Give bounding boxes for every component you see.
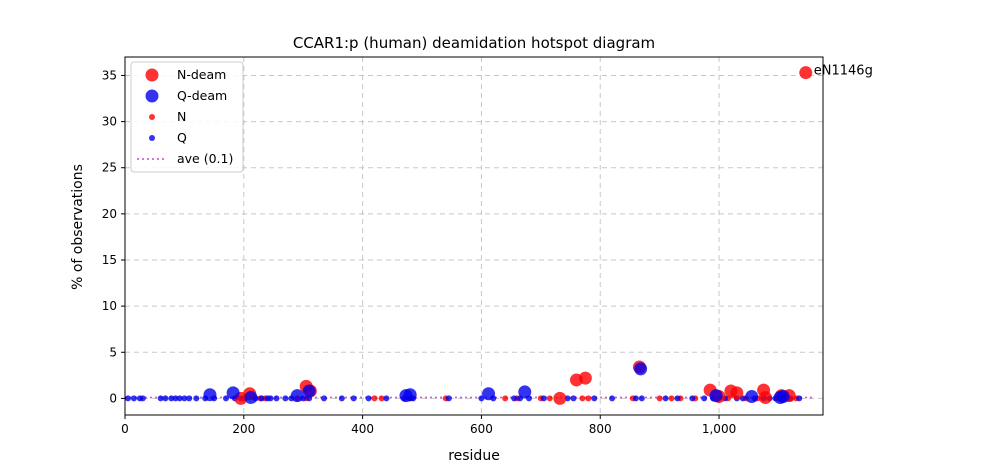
point-q xyxy=(383,395,390,402)
point-q xyxy=(168,395,175,402)
y-tick-label: 35 xyxy=(102,68,117,82)
point-q-deam xyxy=(226,386,240,400)
y-tick-label: 15 xyxy=(102,253,117,267)
point-n-deam xyxy=(730,386,744,400)
y-tick-label: 10 xyxy=(102,299,117,313)
point-q xyxy=(124,395,131,402)
point-q xyxy=(445,395,452,402)
point-q-deam xyxy=(518,385,532,399)
legend-marker xyxy=(145,68,159,82)
point-q xyxy=(181,395,188,402)
x-tick-label: 400 xyxy=(351,422,374,436)
point-q-deam xyxy=(776,390,790,404)
y-tick-label: 5 xyxy=(109,345,117,359)
point-q xyxy=(689,395,696,402)
point-n xyxy=(378,395,385,402)
point-q-deam xyxy=(244,390,258,404)
annotation-label: eN1146g xyxy=(814,64,873,79)
legend-label: N-deam xyxy=(177,67,226,82)
point-q xyxy=(540,395,547,402)
point-q xyxy=(365,395,372,402)
point-q xyxy=(130,395,137,402)
point-q xyxy=(609,395,616,402)
point-q xyxy=(139,395,146,402)
chart-title: CCAR1:p (human) deamidation hotspot diag… xyxy=(293,34,655,52)
point-q xyxy=(273,395,280,402)
point-q xyxy=(267,395,274,402)
point-q-deam xyxy=(709,389,723,403)
x-tick-label: 200 xyxy=(232,422,255,436)
point-q-deam xyxy=(482,387,496,401)
point-n-deam xyxy=(553,391,567,405)
legend-label: ave (0.1) xyxy=(177,151,233,166)
point-q-deam xyxy=(403,388,417,402)
point-q xyxy=(282,395,289,402)
point-q-deam xyxy=(634,362,648,376)
legend-marker xyxy=(149,114,155,120)
point-n-deam xyxy=(578,371,592,385)
point-q xyxy=(511,395,518,402)
point-n xyxy=(502,395,509,402)
point-q xyxy=(258,395,265,402)
y-tick-label: 25 xyxy=(102,161,117,175)
point-n xyxy=(579,395,586,402)
point-q-deam xyxy=(302,384,316,398)
point-n xyxy=(546,395,553,402)
point-q xyxy=(222,395,229,402)
x-axis-ticks: 0 200 400 600 800 1,000 xyxy=(121,415,736,436)
point-q xyxy=(662,395,669,402)
point-q xyxy=(172,395,179,402)
point-q xyxy=(638,395,645,402)
point-q xyxy=(674,395,681,402)
point-n-deam xyxy=(799,66,813,80)
x-axis-label: residue xyxy=(448,448,500,464)
y-axis-ticks: 0 5 10 15 20 25 30 35 xyxy=(102,68,125,405)
point-q xyxy=(591,395,598,402)
point-q xyxy=(701,395,708,402)
point-n xyxy=(656,395,663,402)
data-points xyxy=(124,66,813,405)
x-tick-label: 600 xyxy=(470,422,493,436)
point-q-deam xyxy=(745,390,759,404)
point-q xyxy=(350,395,357,402)
y-tick-label: 20 xyxy=(102,207,117,221)
point-n xyxy=(371,395,378,402)
point-q xyxy=(796,395,803,402)
y-tick-label: 0 xyxy=(109,391,117,405)
point-q xyxy=(176,395,183,402)
plot-frame xyxy=(124,56,824,416)
point-q xyxy=(162,395,169,402)
x-tick-label: 0 xyxy=(121,422,129,436)
point-n xyxy=(668,395,675,402)
point-q xyxy=(570,395,577,402)
point-q xyxy=(186,395,193,402)
point-q xyxy=(321,395,328,402)
annotations: eN1146g xyxy=(814,64,873,79)
point-q-deam xyxy=(203,388,217,402)
y-tick-label: 30 xyxy=(102,115,117,129)
legend-marker xyxy=(149,135,155,141)
point-q-deam xyxy=(290,389,304,403)
legend-label: Q-deam xyxy=(177,88,227,103)
legend-label: N xyxy=(177,109,186,124)
point-q xyxy=(157,395,164,402)
x-tick-label: 800 xyxy=(589,422,612,436)
legend-box xyxy=(130,61,244,173)
legend-label: Q xyxy=(177,130,187,145)
point-q xyxy=(338,395,345,402)
point-n-deam xyxy=(758,390,772,404)
legend-marker xyxy=(145,89,159,103)
point-q xyxy=(193,395,200,402)
point-n xyxy=(585,395,592,402)
point-q xyxy=(632,395,639,402)
x-tick-label: 1,000 xyxy=(702,422,736,436)
y-axis-label: % of observations xyxy=(70,164,86,290)
